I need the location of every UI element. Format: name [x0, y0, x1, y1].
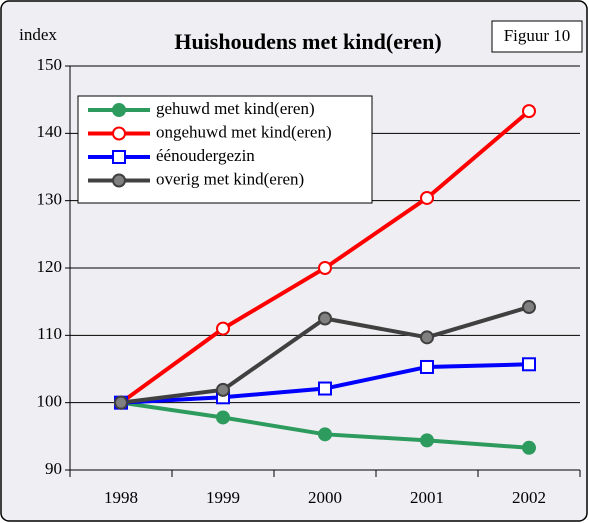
- legend-marker: [112, 103, 126, 117]
- figure-label: Figuur 10: [504, 26, 571, 45]
- x-tick-label: 2001: [410, 488, 444, 507]
- legend-marker: [112, 173, 126, 188]
- y-tick-label: 120: [37, 257, 63, 276]
- marker: [216, 321, 230, 336]
- marker: [420, 359, 434, 374]
- legend-label: ongehuwd met kind(eren): [156, 122, 332, 141]
- y-tick-label: 110: [37, 324, 62, 343]
- marker: [114, 395, 128, 410]
- legend-box: [77, 95, 373, 204]
- legend-label: gehuwd met kind(eren): [156, 99, 315, 118]
- marker: [522, 300, 536, 315]
- marker: [522, 357, 536, 372]
- marker: [216, 410, 230, 425]
- marker: [420, 190, 434, 205]
- y-tick-label: 150: [37, 55, 63, 74]
- chart-title: Huishoudens met kind(eren): [174, 29, 441, 54]
- x-tick-label: 2000: [308, 488, 342, 507]
- figure-label-box: [491, 20, 583, 53]
- marker: [318, 427, 332, 442]
- legend-label: overig met kind(eren): [156, 169, 304, 188]
- marker: [420, 330, 434, 345]
- y-axis-label: index: [19, 25, 57, 44]
- marker: [522, 104, 536, 119]
- marker: [318, 381, 332, 396]
- marker: [318, 261, 332, 275]
- y-tick-label: 140: [37, 122, 63, 141]
- x-tick-label: 1999: [206, 488, 240, 507]
- marker: [216, 382, 230, 397]
- marker: [420, 433, 434, 448]
- marker: [522, 440, 536, 455]
- x-tick-label: 2002: [512, 488, 546, 507]
- legend-label: éénoudergezin: [156, 146, 255, 165]
- y-tick-label: 90: [45, 459, 62, 478]
- y-tick-label: 130: [37, 190, 63, 209]
- legend-marker: [112, 150, 126, 164]
- marker: [318, 311, 332, 326]
- x-tick-label: 1998: [104, 488, 138, 507]
- y-tick-label: 100: [37, 392, 63, 411]
- legend-marker: [112, 126, 126, 141]
